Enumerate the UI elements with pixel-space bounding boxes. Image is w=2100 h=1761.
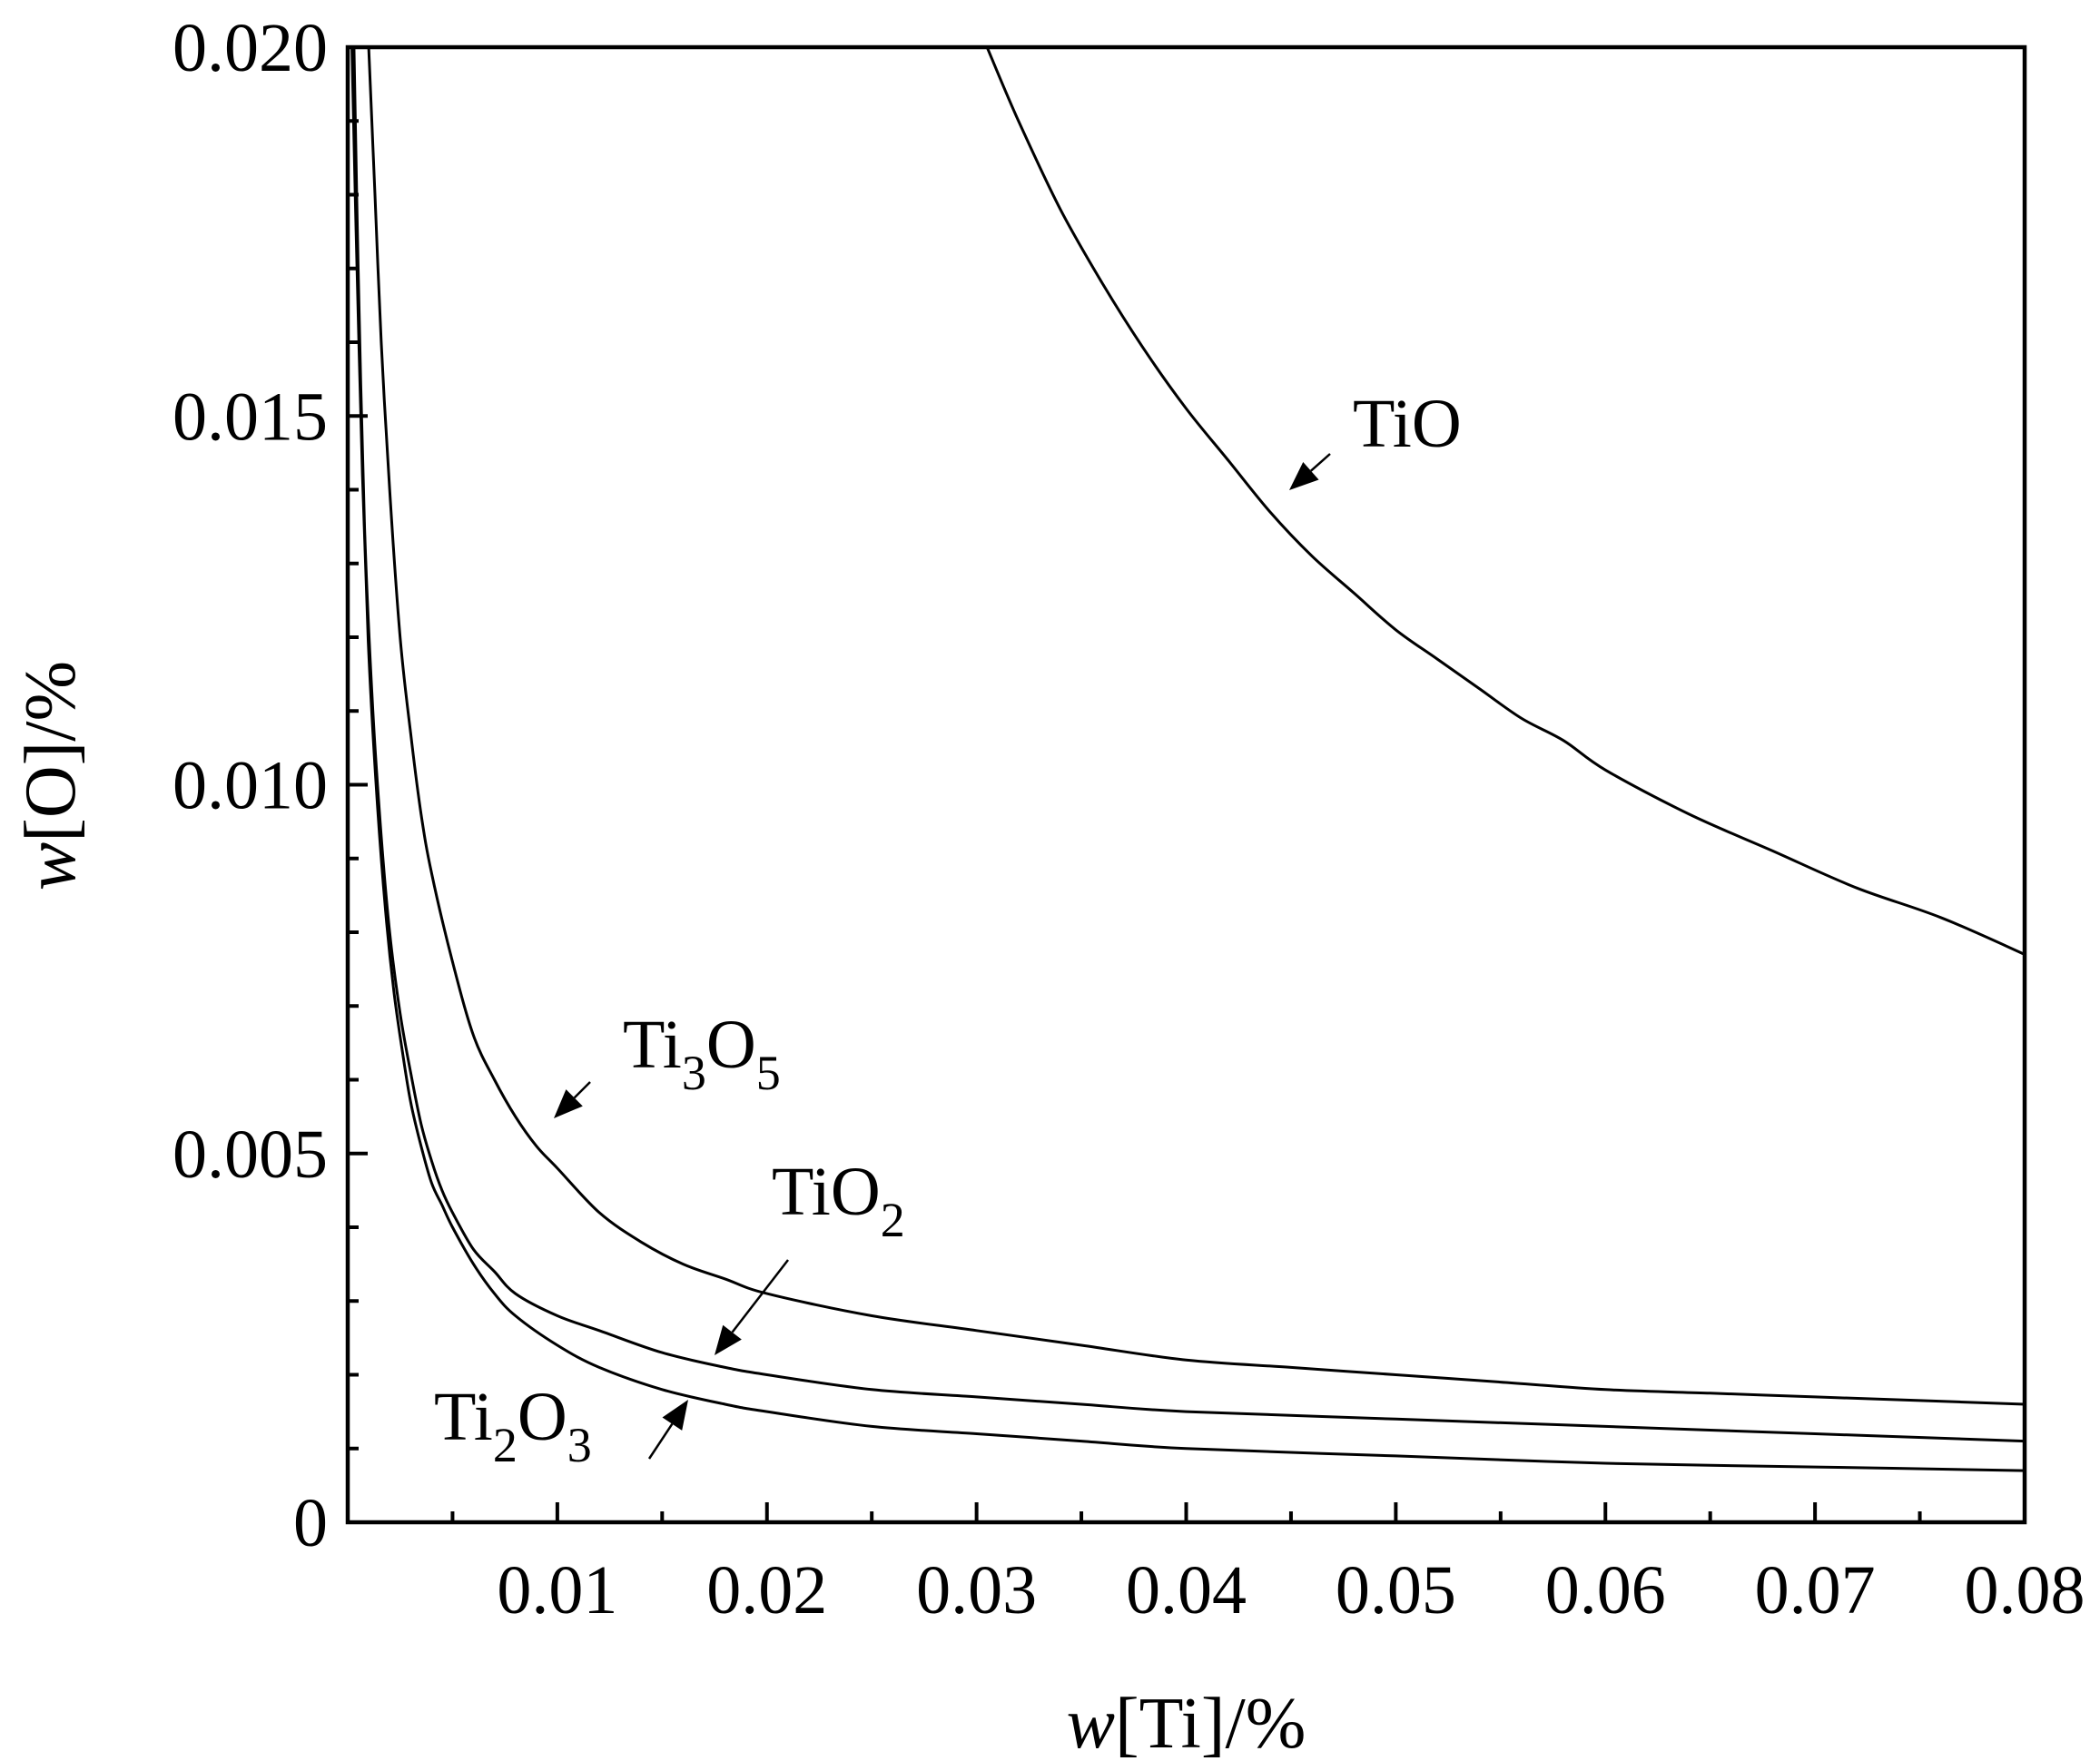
y-tick-label: 0: [293, 1485, 328, 1561]
x-tick-label: 0.04: [1126, 1552, 1247, 1628]
series-line-ti3o5: [367, 47, 2025, 1406]
arrowhead: [1289, 462, 1319, 490]
x-tick-label: 0.08: [1965, 1552, 2085, 1628]
annotation-ti2o3: Ti2O3: [434, 1379, 688, 1472]
series-label: TiO: [1353, 386, 1462, 462]
arrowhead: [554, 1089, 583, 1118]
axis-labels: 0.01 0.02 0.03 0.04 0.05 0.06 0.07 0.08 0 0.005 0.…: [11, 10, 2085, 1761]
y-tick-label: 0.020: [173, 10, 328, 86]
x-tick-label: 0.02: [706, 1552, 827, 1628]
leader-line: [1310, 453, 1331, 472]
series-label: Ti3O5: [623, 1007, 781, 1100]
x-tick-label: 0.03: [916, 1552, 1037, 1628]
annotation-tio2: TiO2: [715, 1154, 905, 1355]
x-tick-label: 0.06: [1545, 1552, 1666, 1628]
leader-line: [647, 1422, 674, 1460]
plot-frame: [345, 44, 2027, 1525]
series-line-tio2: [352, 47, 2025, 1443]
series-label: TiO2: [772, 1154, 905, 1247]
axis-ticks: [348, 45, 2026, 1524]
y-tick-label: 0.010: [173, 748, 328, 824]
series-line-ti2o3: [350, 47, 2025, 1472]
x-tick-label: 0.05: [1336, 1552, 1456, 1628]
leader-line: [573, 1081, 591, 1099]
series-line-tio: [985, 47, 2025, 956]
y-tick-label: 0.005: [173, 1117, 328, 1193]
x-axis-label: w[Ti]/%: [1067, 1684, 1306, 1761]
y-axis-label: w[O]/%: [11, 661, 91, 890]
arrowhead: [662, 1400, 688, 1431]
arrowhead: [715, 1324, 742, 1355]
x-tick-label: 0.01: [497, 1552, 617, 1628]
y-tick-label: 0.015: [173, 379, 328, 455]
leader-line: [731, 1259, 789, 1333]
annotation-ti3o5: Ti3O5: [554, 1007, 781, 1118]
chart-curves: [350, 47, 2025, 1472]
chart-annotations: TiO Ti3O5 TiO2 Ti2O3: [434, 386, 1462, 1472]
x-tick-label: 0.07: [1755, 1552, 1876, 1628]
annotation-tio: TiO: [1289, 386, 1462, 490]
series-label: Ti2O3: [434, 1379, 592, 1472]
